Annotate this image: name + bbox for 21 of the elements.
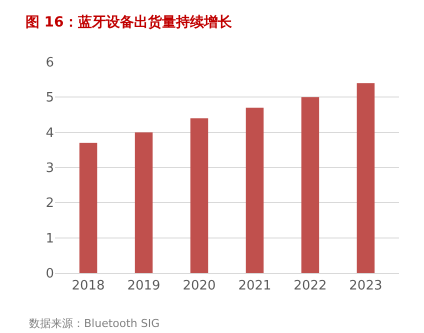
x-tick-label: 2023 — [349, 278, 382, 294]
y-tick-label: 6 — [46, 56, 54, 71]
x-tick-label: 2019 — [127, 278, 160, 294]
bar — [79, 142, 98, 273]
bar — [301, 97, 320, 273]
source-note: 数据来源：Bluetooth SIG — [29, 317, 160, 330]
x-tick-label: 2018 — [72, 278, 105, 294]
bar — [246, 108, 264, 273]
y-tick-label: 1 — [46, 231, 54, 246]
bar — [356, 83, 375, 273]
y-tick-label: 3 — [46, 161, 54, 176]
x-tick-label: 2021 — [238, 278, 272, 294]
x-tick-label: 2022 — [294, 278, 327, 294]
chart-title: 图 16：蓝牙设备出货量持续增长 — [25, 14, 233, 30]
y-tick-label: 0 — [46, 266, 54, 282]
y-tick-label: 4 — [46, 126, 54, 141]
y-tick-label: 5 — [46, 90, 54, 106]
y-tick-label: 2 — [46, 196, 54, 212]
bar — [134, 132, 153, 273]
x-tick-label: 2020 — [182, 278, 216, 294]
bar — [190, 118, 208, 273]
